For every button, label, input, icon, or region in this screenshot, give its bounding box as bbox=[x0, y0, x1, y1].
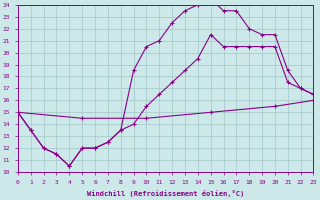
X-axis label: Windchill (Refroidissement éolien,°C): Windchill (Refroidissement éolien,°C) bbox=[87, 190, 244, 197]
